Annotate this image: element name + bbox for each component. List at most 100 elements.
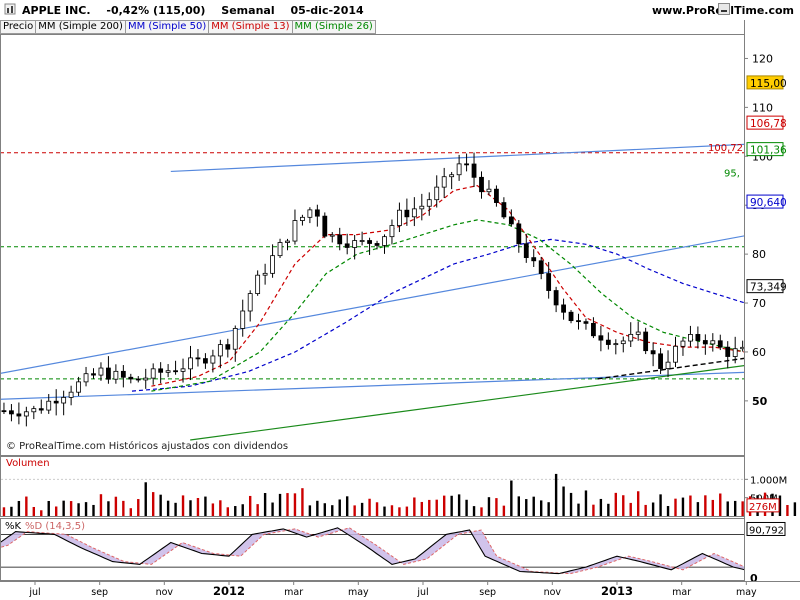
volume-bar bbox=[696, 502, 700, 516]
candle-body bbox=[344, 243, 350, 248]
volume-bar bbox=[353, 505, 356, 516]
candle-body bbox=[46, 400, 52, 411]
volume-bar bbox=[241, 504, 244, 516]
volume-bar bbox=[562, 486, 565, 516]
candle bbox=[583, 318, 589, 330]
legend-sma26[interactable]: MM (Simple 26) bbox=[291, 20, 376, 34]
symbol-name: APPLE INC. bbox=[22, 4, 91, 17]
candle bbox=[793, 329, 797, 349]
volume-bar bbox=[398, 507, 401, 516]
candle bbox=[710, 333, 716, 352]
candle-body bbox=[740, 346, 744, 350]
volume-bar bbox=[159, 494, 162, 516]
volume-bar bbox=[793, 502, 797, 516]
candle-body bbox=[270, 255, 275, 274]
legend-price[interactable]: Precio bbox=[0, 20, 37, 34]
volume-frame bbox=[0, 455, 745, 517]
volume-bar bbox=[517, 496, 521, 516]
candle-body bbox=[106, 367, 111, 380]
candle-body bbox=[748, 347, 752, 353]
volume-bar bbox=[383, 506, 386, 516]
volume-bar bbox=[196, 497, 200, 516]
candle bbox=[277, 238, 283, 259]
candle-body bbox=[553, 290, 559, 306]
volume-bar bbox=[495, 498, 498, 516]
volume-tick-label: 500M bbox=[750, 494, 778, 505]
candle bbox=[322, 212, 328, 239]
candle bbox=[635, 321, 641, 341]
legend-sma13[interactable]: MM (Simple 13) bbox=[208, 20, 293, 34]
candle-body bbox=[307, 209, 313, 218]
candle-body bbox=[546, 273, 552, 291]
volume-bar bbox=[99, 494, 103, 516]
candle bbox=[225, 338, 231, 358]
candle-body bbox=[628, 333, 634, 342]
volume-badge-label: 276M bbox=[749, 502, 777, 513]
copyright-note: © ProRealTime.com Históricos ajustados c… bbox=[6, 440, 288, 452]
trendline bbox=[597, 357, 744, 380]
candle bbox=[658, 348, 663, 374]
candle bbox=[329, 232, 335, 243]
candle-body bbox=[292, 220, 298, 242]
candle-body bbox=[508, 216, 514, 225]
candle-body bbox=[471, 163, 477, 178]
volume-tick-label: 1.000M bbox=[750, 475, 787, 486]
volume-bar bbox=[345, 496, 349, 516]
candle-body bbox=[404, 209, 410, 218]
candle-body bbox=[314, 209, 320, 217]
candle-body bbox=[217, 344, 223, 357]
candle-body bbox=[770, 349, 774, 360]
candle-body bbox=[135, 378, 141, 381]
candle bbox=[576, 313, 581, 330]
stochastic-k-line bbox=[1, 527, 744, 575]
candle-body bbox=[367, 240, 372, 244]
candle-body bbox=[523, 243, 529, 259]
candle-body bbox=[16, 413, 22, 417]
trendline bbox=[1, 235, 744, 374]
volume-bar bbox=[435, 499, 438, 516]
candle bbox=[748, 342, 752, 358]
candle bbox=[285, 238, 290, 251]
candle bbox=[38, 399, 44, 414]
time-tick-label: jul bbox=[416, 587, 428, 598]
volume-bar bbox=[375, 502, 379, 516]
candle bbox=[352, 234, 358, 260]
candle bbox=[688, 325, 693, 347]
candle bbox=[770, 341, 774, 363]
time-tick-label: may bbox=[736, 587, 757, 598]
legend-sma50[interactable]: MM (Simple 50) bbox=[124, 20, 210, 34]
candle-body bbox=[702, 340, 708, 345]
legend-sma200[interactable]: MM (Simple 200) bbox=[35, 20, 126, 34]
candle bbox=[240, 299, 246, 337]
volume-bar bbox=[472, 506, 476, 516]
volume-bar bbox=[368, 498, 371, 516]
time-tick-label: nov bbox=[156, 587, 174, 598]
stochastic-k-label: %K bbox=[5, 521, 22, 532]
chart-settings-icon[interactable] bbox=[4, 3, 16, 15]
candle-body bbox=[680, 340, 686, 347]
volume-bar bbox=[711, 499, 715, 516]
volume-bar bbox=[719, 493, 722, 516]
minimize-icon[interactable] bbox=[718, 3, 730, 15]
candle-body bbox=[203, 358, 208, 364]
candle bbox=[217, 339, 223, 369]
chart-date: 05-dic-2014 bbox=[290, 4, 364, 17]
candle bbox=[68, 385, 74, 406]
volume-bar bbox=[211, 503, 215, 516]
candle bbox=[531, 249, 537, 267]
volume-bar bbox=[450, 495, 453, 516]
volume-bar bbox=[592, 504, 595, 516]
candle bbox=[778, 339, 782, 356]
candle-body bbox=[285, 240, 290, 243]
candle-body bbox=[650, 350, 656, 355]
candle bbox=[180, 358, 186, 383]
candle bbox=[188, 345, 193, 381]
candle-body bbox=[725, 346, 731, 357]
candle bbox=[158, 362, 164, 384]
candle bbox=[262, 263, 268, 285]
candle-body bbox=[173, 370, 178, 373]
volume-bar bbox=[510, 480, 513, 516]
volume-bar bbox=[54, 506, 58, 516]
